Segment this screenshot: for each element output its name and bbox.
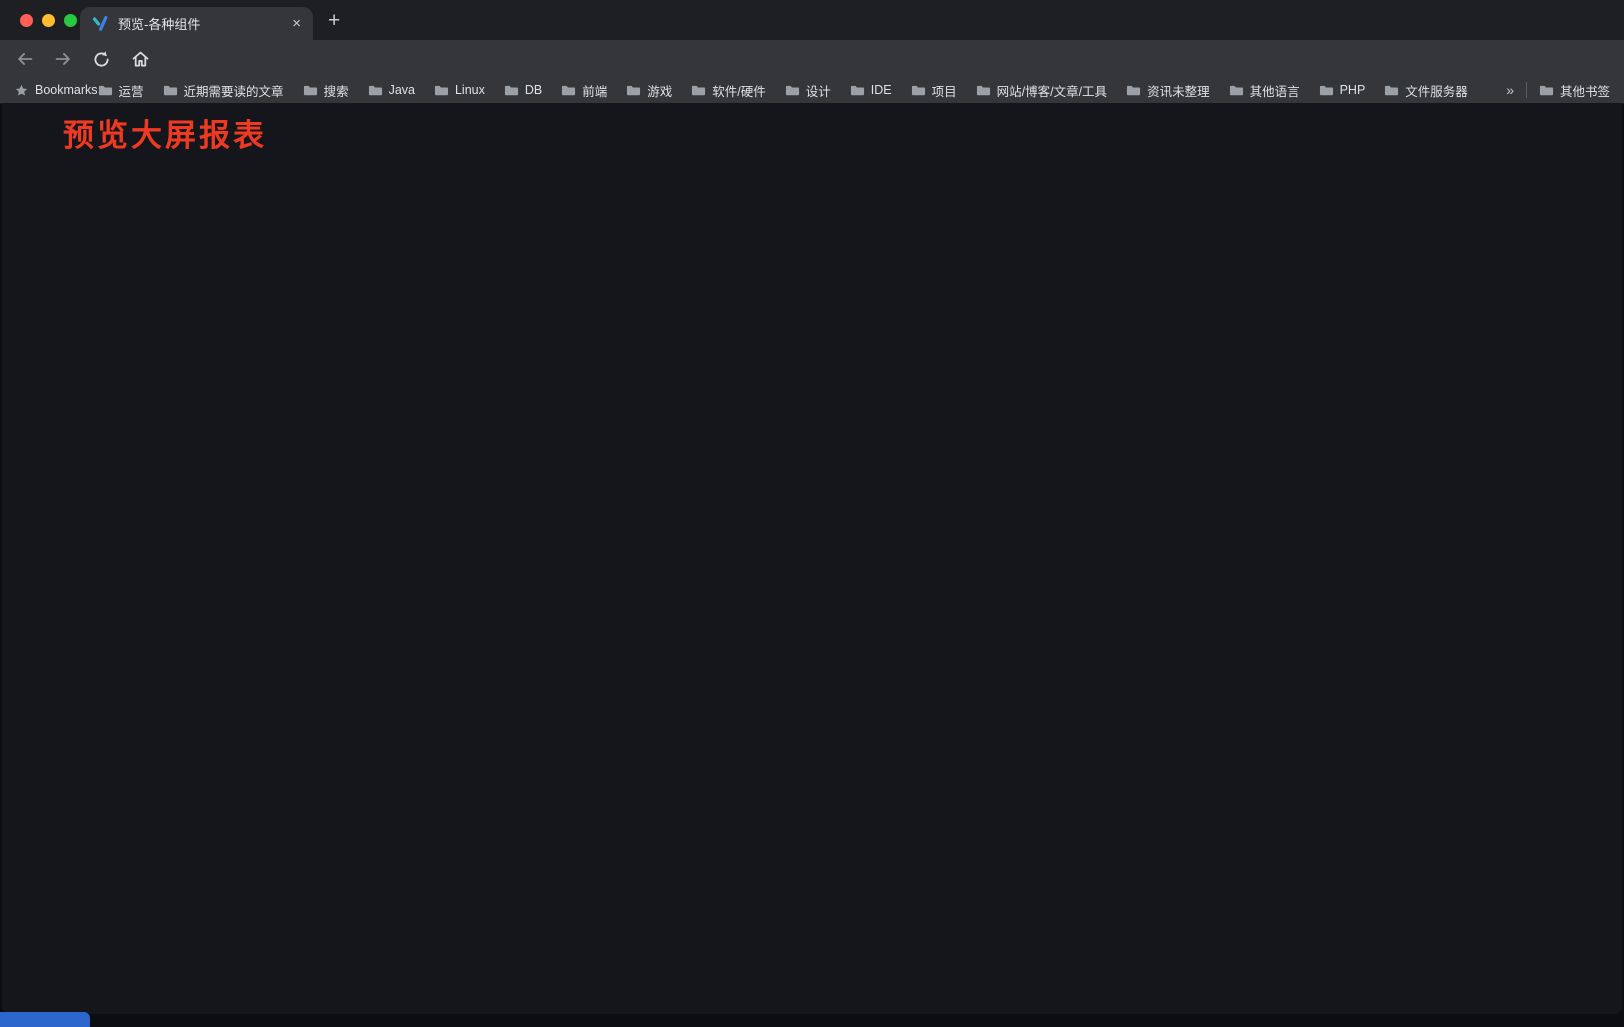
folder-icon (504, 85, 518, 95)
bookmark-folder[interactable]: 游戏 (626, 81, 672, 100)
bookmark-folder-label: Java (388, 83, 415, 97)
folder-icon (98, 85, 112, 95)
star-icon (15, 84, 28, 95)
bookmark-folder[interactable]: Java (368, 83, 415, 98)
bookmark-folder[interactable]: 设计 (785, 81, 831, 100)
bookmark-folder-label: 前端 (582, 84, 608, 99)
bookmark-folder-label: 游戏 (647, 84, 673, 99)
bookmarks-label: Bookmarks (35, 83, 98, 97)
bookmark-folder-label: DB (524, 83, 543, 97)
preview-canvas (2, 103, 1622, 1014)
folder-icon (850, 85, 864, 95)
zoom-window-button[interactable] (64, 14, 77, 27)
bookmark-folder-label: Linux (454, 83, 485, 97)
bookmark-folder[interactable]: IDE (850, 83, 892, 98)
folder-icon (911, 85, 925, 95)
bookmark-folder-label: PHP (1339, 83, 1366, 97)
close-window-button[interactable] (20, 14, 33, 27)
folder-icon (1229, 85, 1243, 95)
bookmark-folder-label: 软件/硬件 (712, 84, 766, 99)
folder-icon (368, 85, 382, 95)
bookmark-folder-label: 项目 (931, 84, 957, 99)
bookmark-folder[interactable]: 项目 (911, 81, 957, 100)
bookmark-folder[interactable]: 前端 (561, 81, 607, 100)
bookmark-folder[interactable]: 其他语言 (1229, 81, 1300, 100)
bookmarks-bar: Bookmarks 运营 近期需要读的文章 搜索 Java Linux DB 前端 游戏 软件/… (0, 77, 1624, 103)
bookmark-folder-label: 其他语言 (1249, 84, 1300, 99)
grouped-bar-svg (38, 148, 442, 373)
status-bubble (0, 1012, 90, 1027)
bookmark-folder-label: 近期需要读的文章 (183, 84, 284, 99)
folder-icon (303, 85, 317, 95)
back-icon[interactable] (12, 46, 38, 72)
bookmark-folder[interactable]: 网站/博客/文章/工具 (976, 81, 1107, 100)
bookmarks-overflow-icon[interactable]: » (1506, 82, 1514, 98)
folder-icon (163, 85, 177, 95)
bookmark-folder[interactable]: 资讯未整理 (1126, 81, 1210, 100)
bookmark-folder[interactable]: DB (504, 83, 542, 98)
folder-icon (1539, 85, 1554, 95)
folder-icon (1319, 85, 1333, 95)
bookmark-folder[interactable]: 软件/硬件 (691, 81, 766, 100)
new-tab-button[interactable]: + (328, 9, 341, 32)
other-bookmarks-item[interactable]: 其他书签 (1539, 81, 1610, 100)
folder-icon (976, 85, 990, 95)
minimize-window-button[interactable] (42, 14, 55, 27)
home-icon[interactable] (127, 46, 153, 72)
bookmark-folder[interactable]: 运营 (98, 81, 144, 100)
tab-title: 预览-各种组件 (118, 17, 201, 32)
bookmarks-manager-item[interactable]: Bookmarks (14, 83, 98, 98)
reload-icon[interactable] (88, 46, 114, 72)
bookmark-folder[interactable]: 搜索 (303, 81, 349, 100)
bookmark-folder-label: 设计 (805, 84, 831, 99)
folder-icon (627, 85, 641, 95)
bookmark-folder-label: IDE (870, 83, 892, 97)
bookmark-folder-label: 文件服务器 (1405, 84, 1468, 99)
bookmark-folder[interactable]: 文件服务器 (1384, 81, 1468, 100)
bookmarks-separator (1525, 82, 1527, 98)
folder-icon (434, 85, 449, 95)
other-bookmarks-label: 其他书签 (1559, 84, 1610, 99)
folder-icon (562, 85, 576, 95)
window-controls[interactable] (20, 14, 77, 27)
bookmark-folder-label: 网站/博客/文章/工具 (996, 84, 1108, 99)
chart-grouped-bar[interactable] (38, 148, 442, 378)
browser-toolbar: 127.0.0.1:3000/#/chart/preview/9 9 (0, 40, 1624, 113)
tab-strip: 预览-各种组件 × + (0, 0, 1624, 40)
tab-favicon (92, 16, 108, 31)
tab-close-icon[interactable]: × (292, 15, 301, 32)
bookmarks-bar-right: » 其他书签 (1506, 81, 1610, 100)
bookmark-folder[interactable]: 近期需要读的文章 (163, 81, 284, 100)
bookmark-folder-list: 运营 近期需要读的文章 搜索 Java Linux DB 前端 游戏 软件/硬件 设计 IDE 项目 网… (98, 81, 1497, 100)
bookmark-folder-label: 运营 (118, 84, 144, 99)
bookmark-folder[interactable]: PHP (1319, 83, 1366, 98)
page-title: 预览大屏报表 (63, 118, 267, 153)
forward-icon[interactable] (50, 46, 76, 72)
folder-icon (1127, 85, 1141, 95)
bookmark-folder-label: 资讯未整理 (1147, 84, 1210, 99)
folder-icon (1385, 85, 1399, 95)
folder-icon (785, 85, 799, 95)
browser-tab[interactable]: 预览-各种组件 × (80, 7, 313, 40)
bookmark-folder[interactable]: Linux (434, 83, 485, 98)
folder-icon (692, 85, 706, 95)
bookmark-folder-label: 搜索 (323, 84, 349, 99)
